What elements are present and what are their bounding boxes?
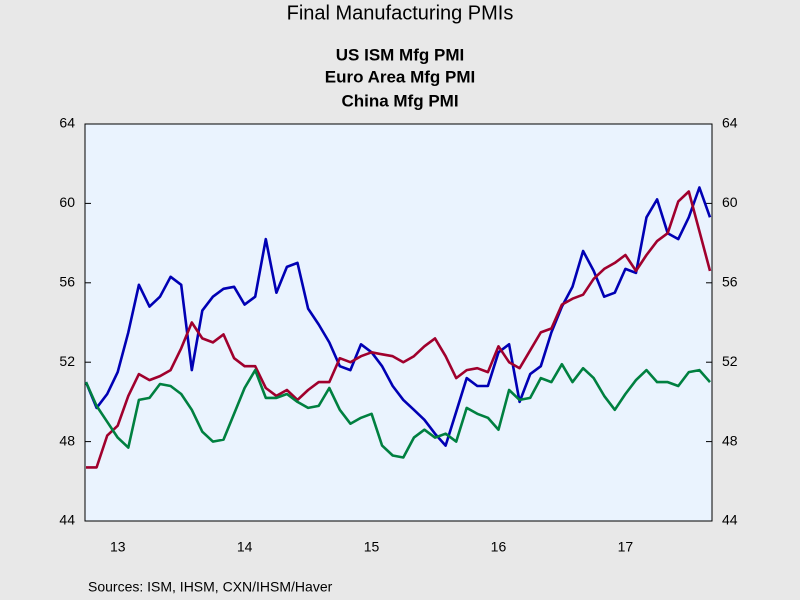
legend-entry: Euro Area Mfg PMI bbox=[325, 67, 476, 86]
legend-entry: China Mfg PMI bbox=[341, 91, 458, 110]
x-tick-label: 17 bbox=[618, 539, 634, 555]
x-tick-label: 15 bbox=[364, 539, 380, 555]
y2-tick-label: 64 bbox=[722, 115, 738, 131]
y2-tick-label: 56 bbox=[722, 274, 738, 290]
plot-area bbox=[84, 123, 713, 522]
chart-title: Final Manufacturing PMIs bbox=[287, 2, 514, 24]
y2-tick-label: 48 bbox=[722, 432, 738, 448]
y2-tick-label: 52 bbox=[722, 353, 738, 369]
y2-tick-label: 44 bbox=[722, 512, 738, 528]
source-note: Sources: ISM, IHSM, CXN/IHSM/Haver bbox=[88, 579, 333, 595]
legend-entry: US ISM Mfg PMI bbox=[336, 45, 464, 64]
y-tick-label: 64 bbox=[59, 115, 75, 131]
line-series bbox=[84, 362, 711, 459]
x-tick-label: 16 bbox=[491, 539, 507, 555]
y2-tick-label: 60 bbox=[722, 194, 738, 210]
line-series bbox=[84, 186, 712, 447]
x-tick-label: 13 bbox=[110, 539, 126, 555]
line-series bbox=[86, 190, 712, 469]
y-tick-label: 52 bbox=[59, 353, 75, 369]
y-tick-label: 60 bbox=[59, 194, 75, 210]
y-tick-label: 48 bbox=[59, 432, 75, 448]
y-tick-label: 44 bbox=[59, 512, 75, 528]
x-tick-label: 14 bbox=[237, 539, 253, 555]
y-tick-label: 56 bbox=[59, 274, 75, 290]
